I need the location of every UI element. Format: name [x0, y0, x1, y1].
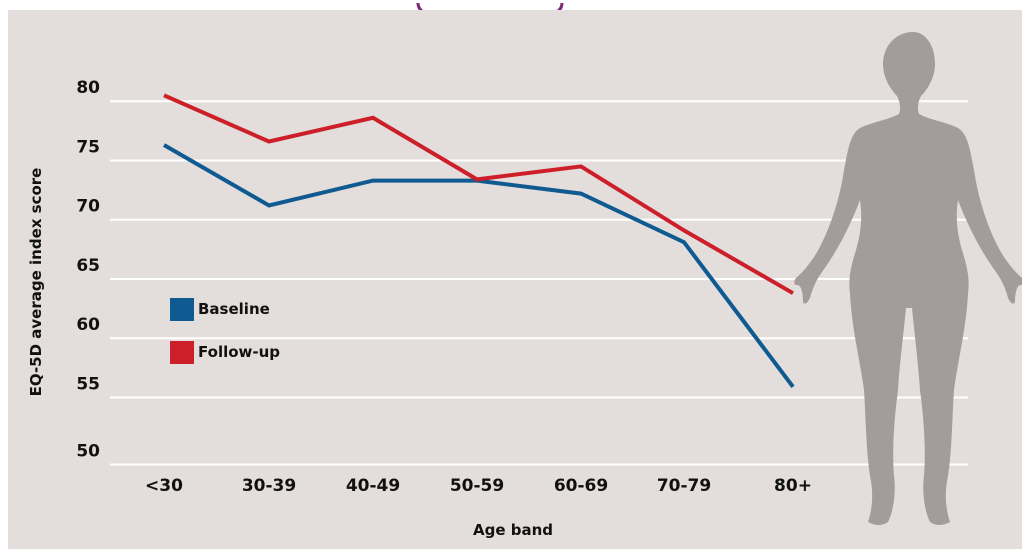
series-line-follow-up	[163, 93, 794, 295]
legend-item-baseline: Baseline	[170, 298, 270, 321]
legend-label-baseline: Baseline	[198, 300, 270, 318]
y-tick-label: 55	[76, 374, 100, 394]
x-tick-labels: <30 30-39 40-49 50-59 60-69 70-79 80+	[145, 476, 812, 496]
silhouette-icon	[794, 32, 1024, 525]
x-tick-label: 40-49	[346, 476, 400, 496]
x-axis-title: Age band	[473, 521, 553, 539]
chart-frame: 80 75 70 65 60 55 50 <30 30-39 40-49 50-59 60-69 70…	[8, 10, 1024, 549]
x-tick-label: 70-79	[657, 476, 711, 496]
y-tick-label: 50	[76, 441, 100, 461]
line-chart: 80 75 70 65 60 55 50 <30 30-39 40-49 50-59 60-69 70…	[8, 10, 1024, 549]
x-tick-label: <30	[145, 476, 183, 496]
y-tick-label: 70	[76, 197, 100, 217]
y-tick-label: 65	[76, 256, 100, 276]
y-axis-title: EQ-5D average index score	[27, 168, 45, 397]
y-tick-label: 60	[76, 315, 100, 335]
series-layer	[163, 93, 795, 389]
legend-item-follow-up: Follow-up	[170, 341, 280, 364]
x-tick-label: 60-69	[554, 476, 608, 496]
x-tick-label: 30-39	[242, 476, 296, 496]
y-tick-label: 80	[76, 78, 100, 98]
y-tick-label: 75	[76, 137, 100, 157]
grid-layer	[110, 100, 968, 466]
legend-swatch-follow-up	[170, 341, 194, 364]
legend-label-follow-up: Follow-up	[198, 343, 280, 361]
x-tick-label: 80+	[774, 476, 812, 496]
x-tick-label: 50-59	[450, 476, 504, 496]
legend-swatch-baseline	[170, 298, 194, 321]
y-tick-labels: 80 75 70 65 60 55 50	[76, 78, 100, 461]
legend: Baseline Follow-up	[170, 298, 280, 364]
